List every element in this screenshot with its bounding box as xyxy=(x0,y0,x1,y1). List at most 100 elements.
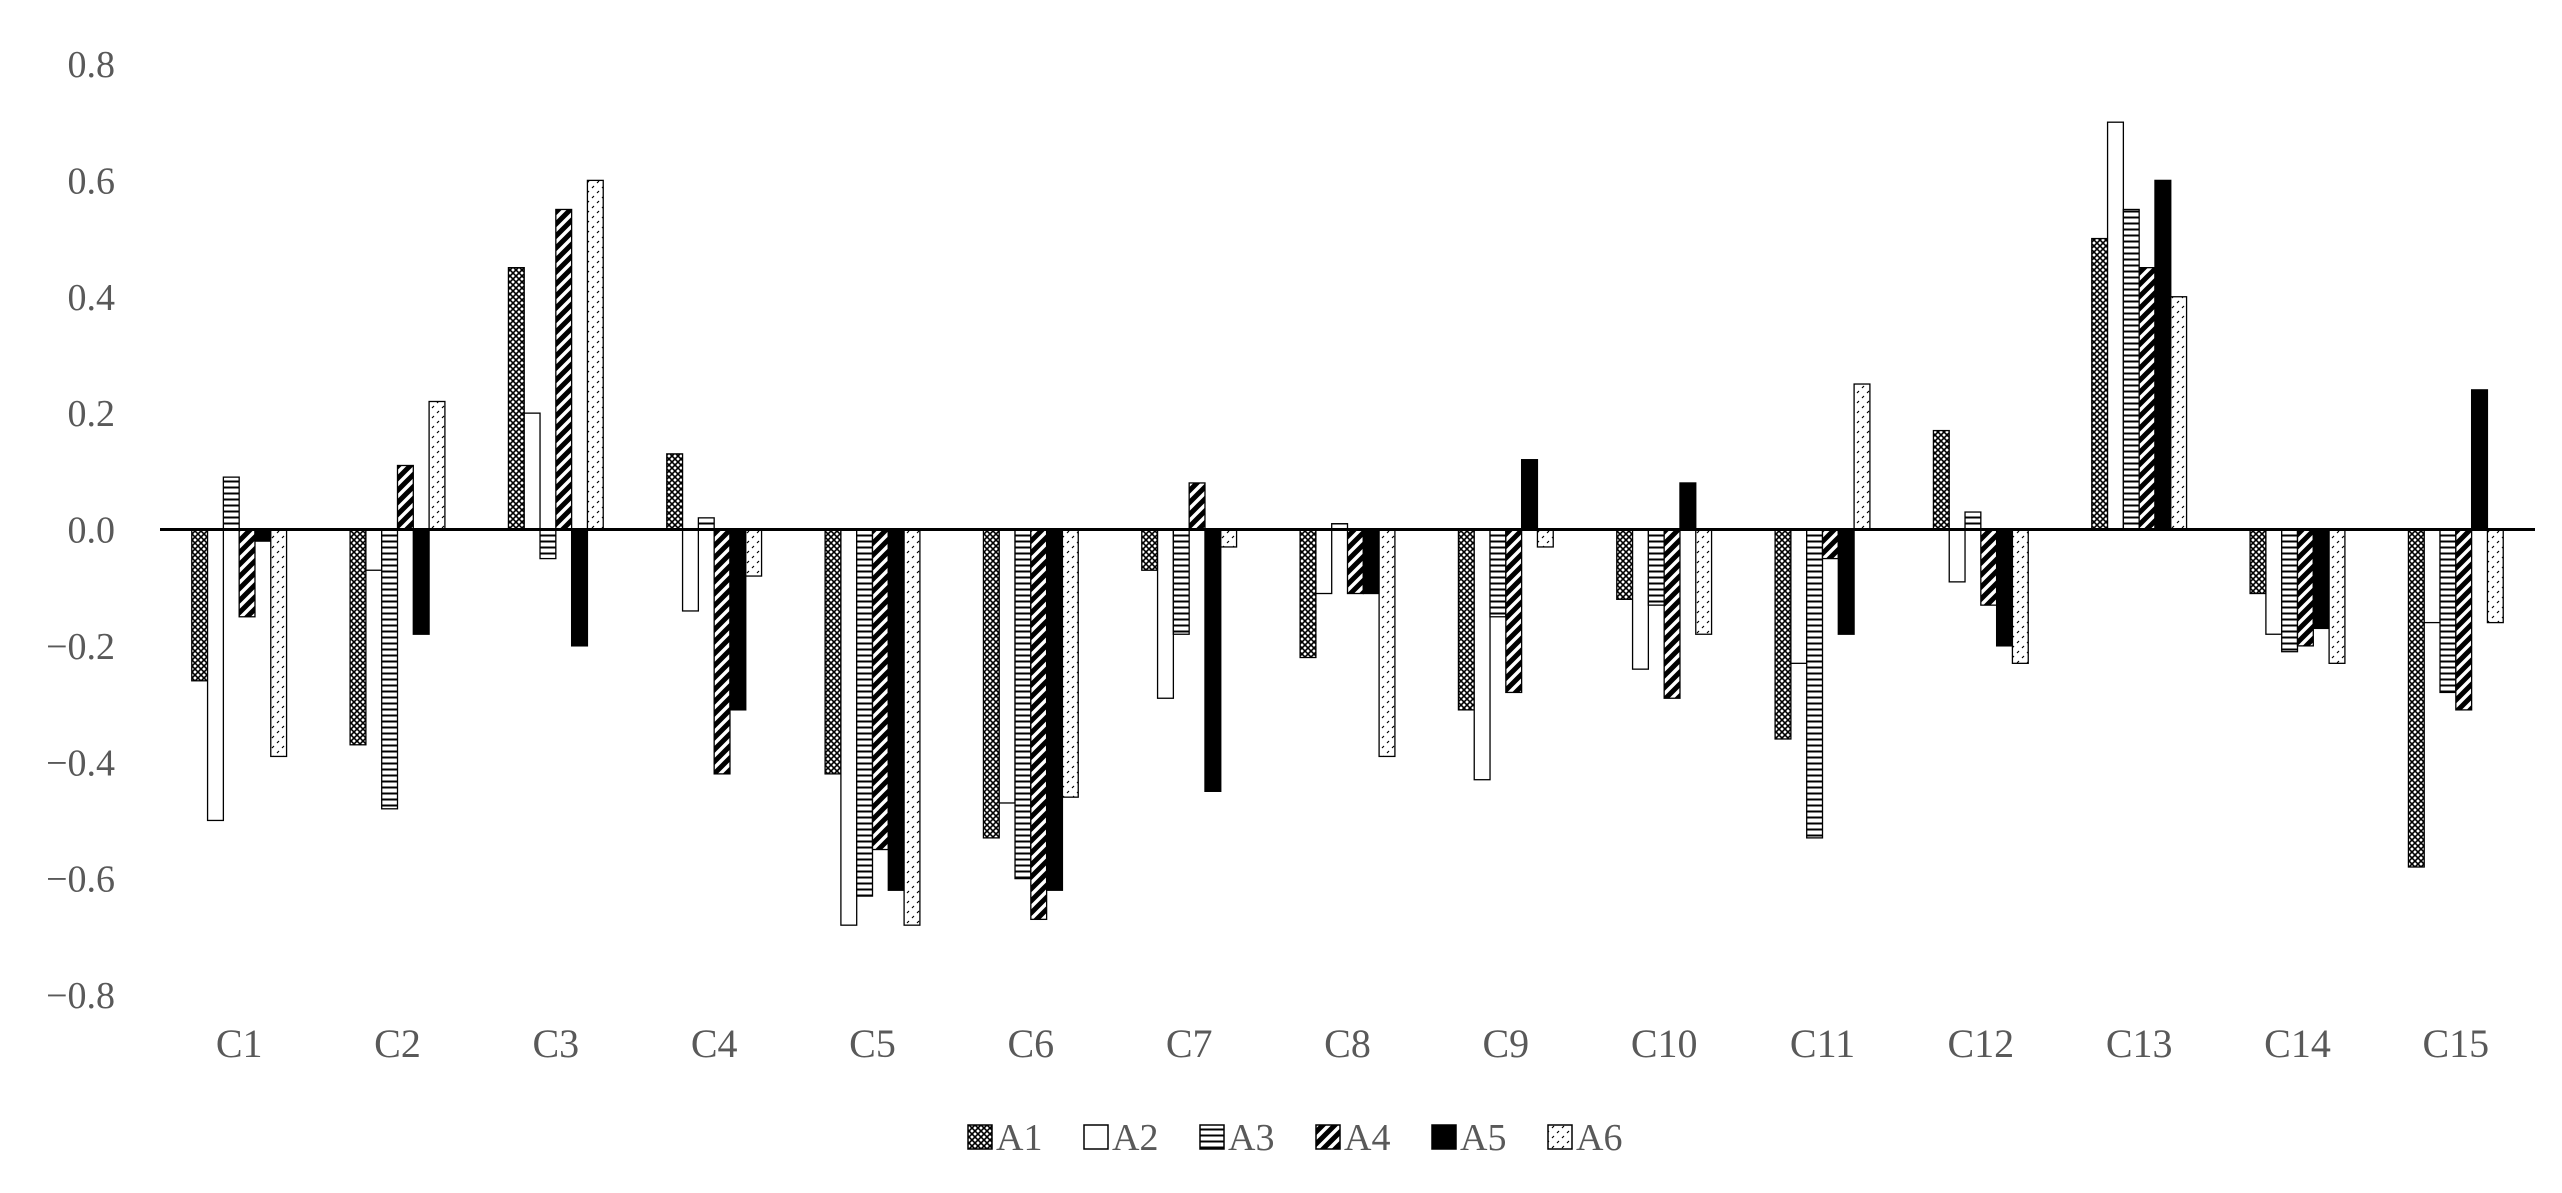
legend-label-A4: A4 xyxy=(1344,1117,1390,1159)
bar-A5-C3 xyxy=(570,528,589,647)
y-axis: −0.8 −0.6 −0.4 −0.2 0.0 0.2 0.4 0.6 0.8 xyxy=(46,44,115,1017)
x-tick-label: C10 xyxy=(1631,1021,1698,1066)
bar-A2-C14 xyxy=(2265,528,2283,635)
y-tick-label: −0.2 xyxy=(46,626,115,668)
bar-A6-C8 xyxy=(1378,528,1396,758)
x-tick-label: C7 xyxy=(1166,1021,1213,1066)
bar-A6-C9 xyxy=(1536,528,1554,548)
legend-label-A5: A5 xyxy=(1460,1117,1506,1159)
bar-A5-C14 xyxy=(2312,528,2330,630)
bar-A4-C7 xyxy=(1188,482,1206,531)
bar-A3-C7 xyxy=(1172,528,1190,635)
bar-A2-C15 xyxy=(2423,528,2441,624)
bar-A4-C6 xyxy=(1030,528,1048,921)
bar-A6-C6 xyxy=(1061,528,1079,798)
bar-A6-C11 xyxy=(1853,383,1871,531)
bar-A1-C7 xyxy=(1141,528,1159,571)
bar-A3-C2 xyxy=(381,528,399,810)
y-tick-label: −0.8 xyxy=(46,975,115,1017)
bar-A3-C12 xyxy=(1964,511,1982,531)
bar-A3-C4 xyxy=(697,517,715,531)
x-tick-label: C4 xyxy=(691,1021,738,1066)
bar-A1-C12 xyxy=(1932,429,1950,531)
bar-A2-C10 xyxy=(1631,528,1650,670)
bar-A3-C9 xyxy=(1489,528,1507,618)
bar-A3-C3 xyxy=(539,528,557,560)
bar-A1-C5 xyxy=(824,528,842,775)
bar-A1-C1 xyxy=(191,528,209,682)
legend-label-A3: A3 xyxy=(1228,1117,1274,1159)
legend-swatch-A2 xyxy=(1083,1124,1109,1150)
legend-swatch-A1 xyxy=(967,1124,993,1150)
legend-swatch-A6 xyxy=(1547,1124,1573,1150)
bar-A3-C6 xyxy=(1014,528,1032,880)
bar-A1-C11 xyxy=(1774,528,1792,740)
bar-A6-C10 xyxy=(1695,528,1713,635)
x-tick-label: C9 xyxy=(1482,1021,1529,1066)
bar-A6-C3 xyxy=(586,179,604,531)
bar-A3-C10 xyxy=(1647,528,1665,606)
legend-swatch-A3 xyxy=(1199,1124,1225,1150)
bar-A1-C13 xyxy=(2091,237,2109,531)
bar-A5-C13 xyxy=(2154,179,2172,531)
bar-A2-C9 xyxy=(1473,528,1491,781)
y-tick-label: 0.6 xyxy=(68,160,116,202)
x-tick-label: C14 xyxy=(2264,1021,2331,1066)
bar-A4-C2 xyxy=(396,464,414,531)
bar-A4-C13 xyxy=(2138,267,2156,531)
y-tick-label: −0.4 xyxy=(46,742,115,784)
bar-A2-C13 xyxy=(2106,121,2125,531)
x-tick-label: C1 xyxy=(216,1021,263,1066)
bar-A5-C2 xyxy=(412,528,430,635)
bar-A2-C3 xyxy=(523,412,541,531)
bar-A4-C11 xyxy=(1821,528,1839,560)
bar-A5-C5 xyxy=(887,528,905,891)
legend-swatch-A4 xyxy=(1315,1124,1341,1150)
bar-A4-C5 xyxy=(871,528,889,851)
bar-A5-C8 xyxy=(1362,528,1380,595)
x-tick-label: C8 xyxy=(1324,1021,1371,1066)
bar-A4-C9 xyxy=(1505,528,1523,694)
x-tick-label: C15 xyxy=(2422,1021,2489,1066)
x-axis-labels: C1 C2 C3 C4 C5 C6 C7 C8 C9 C10 C11 C12 C13 C14 C15 xyxy=(216,1021,2489,1066)
bar-A5-C9 xyxy=(1520,459,1539,531)
bar-A6-C4 xyxy=(745,528,763,577)
bar-A6-C1 xyxy=(270,528,288,758)
bar-A2-C8 xyxy=(1315,528,1333,595)
x-tick-label: C11 xyxy=(1790,1021,1855,1066)
bar-A2-C7 xyxy=(1156,528,1175,699)
y-tick-label: 0.2 xyxy=(68,393,116,435)
bar-A6-C5 xyxy=(903,528,921,926)
bar-A1-C10 xyxy=(1616,528,1634,600)
y-tick-label: 0.4 xyxy=(68,277,116,319)
legend-swatch-A5 xyxy=(1431,1124,1457,1150)
bar-A3-C15 xyxy=(2439,528,2457,694)
legend: A1 A2 A3 A4 A5 A6 xyxy=(967,1117,1622,1159)
x-tick-label: C5 xyxy=(849,1021,896,1066)
bar-A6-C14 xyxy=(2328,528,2346,664)
bar-A6-C15 xyxy=(2486,528,2504,624)
bar-A4-C1 xyxy=(238,528,256,618)
bar-A5-C1 xyxy=(254,528,272,542)
bar-A2-C5 xyxy=(840,528,858,926)
bar-A6-C2 xyxy=(428,400,446,531)
bar-A2-C2 xyxy=(365,528,383,571)
bar-A5-C7 xyxy=(1204,528,1222,792)
bar-A5-C4 xyxy=(729,528,747,711)
x-tick-label: C6 xyxy=(1007,1021,1054,1066)
legend-label-A2: A2 xyxy=(1112,1117,1158,1159)
x-tick-label: C13 xyxy=(2106,1021,2173,1066)
y-tick-label: 0.8 xyxy=(68,44,116,86)
bar-A1-C3 xyxy=(507,267,525,531)
bar-A1-C14 xyxy=(2249,528,2267,595)
bar-A3-C13 xyxy=(2122,208,2140,531)
x-tick-label: C12 xyxy=(1947,1021,2014,1066)
y-tick-label: −0.6 xyxy=(46,859,115,901)
bar-A1-C15 xyxy=(2407,528,2425,868)
bar-A4-C15 xyxy=(2455,528,2473,711)
x-tick-label: C2 xyxy=(374,1021,421,1066)
bar-A1-C6 xyxy=(982,528,1000,839)
bar-A5-C6 xyxy=(1045,528,1064,891)
